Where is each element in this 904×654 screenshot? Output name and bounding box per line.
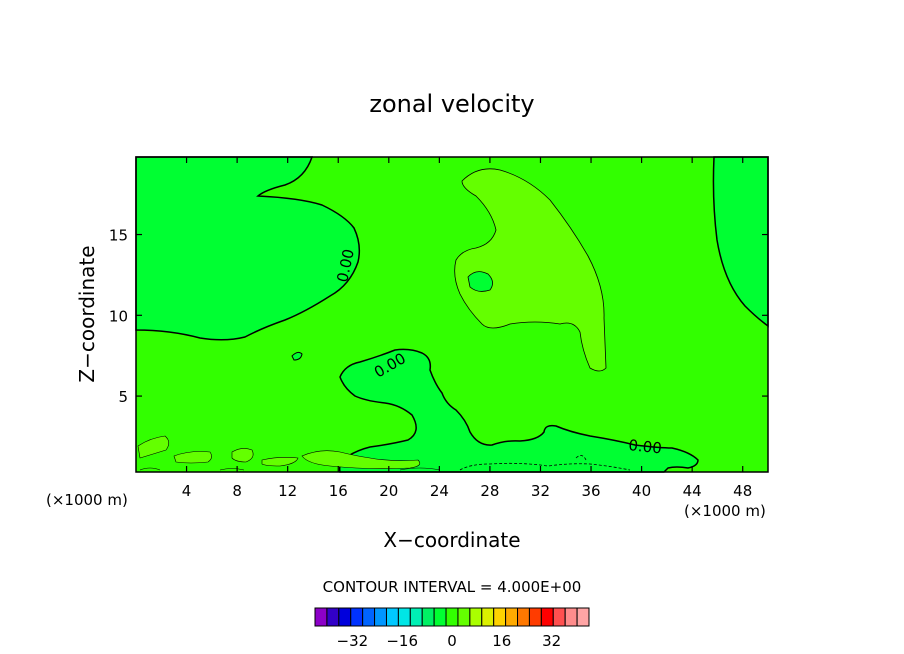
contour-region-upper-positive bbox=[454, 168, 607, 372]
colorbar-swatch-5 bbox=[374, 607, 387, 627]
surface-patch-1 bbox=[137, 435, 170, 459]
x-tick-label-6: 28 bbox=[480, 482, 499, 500]
surface-patch-2 bbox=[173, 451, 212, 464]
colorbar-swatch-10 bbox=[433, 607, 447, 627]
colorbar-swatch-16 bbox=[505, 607, 519, 627]
colorbar-swatch-7 bbox=[397, 607, 411, 627]
colorbar-swatch-14 bbox=[481, 607, 495, 627]
x-tick-label-5: 24 bbox=[430, 482, 449, 500]
colorbar-swatch-19 bbox=[540, 607, 554, 627]
colorbar-tick-label-2: 0 bbox=[447, 632, 457, 650]
contour-region-right-edge bbox=[712, 156, 769, 328]
y-tick-label-0: 5 bbox=[118, 388, 128, 406]
x-tick-label-9: 40 bbox=[632, 482, 651, 500]
colorbar-tick-label-4: 32 bbox=[542, 632, 561, 650]
contour-region-lower-middle bbox=[338, 348, 699, 473]
colorbar-swatch-3 bbox=[350, 607, 364, 627]
x-tick-label-11: 48 bbox=[733, 482, 752, 500]
colorbar-swatch-12 bbox=[457, 607, 471, 627]
surface-patch-6 bbox=[139, 467, 441, 471]
x-unit-left: (×1000 m) bbox=[46, 491, 128, 509]
y-axis: 5 10 15 bbox=[109, 227, 768, 406]
y-axis-label: Z−coordinate bbox=[75, 245, 99, 382]
colorbar-swatch-15 bbox=[493, 607, 507, 627]
x-tick-label-1: 8 bbox=[232, 482, 242, 500]
colorbar-swatch-9 bbox=[421, 607, 435, 627]
colorbar bbox=[314, 607, 590, 627]
y-tick-label-1: 10 bbox=[109, 307, 128, 325]
x-axis: 4 8 12 16 20 24 28 32 36 40 44 48 bbox=[182, 157, 752, 500]
colorbar-tick-label-1: −16 bbox=[386, 632, 418, 650]
contour-region-upper-left bbox=[135, 156, 361, 341]
colorbar-swatch-0 bbox=[314, 607, 328, 627]
x-axis-label: X−coordinate bbox=[383, 528, 520, 552]
colorbar-swatch-20 bbox=[552, 607, 566, 627]
colorbar-swatch-17 bbox=[517, 607, 530, 627]
plot-area: 0.00 0.00 0.00 bbox=[135, 156, 769, 473]
plot-frame bbox=[135, 156, 769, 473]
x-tick-label-0: 4 bbox=[182, 482, 192, 500]
contour-closed-small bbox=[467, 271, 493, 292]
surface-patch-5 bbox=[301, 450, 421, 469]
colorbar-swatch-6 bbox=[385, 607, 399, 627]
contour-interval-text: CONTOUR INTERVAL = 4.000E+00 bbox=[323, 578, 582, 596]
y-tick-label-2: 15 bbox=[109, 227, 128, 245]
colorbar-swatch-22 bbox=[576, 607, 590, 627]
x-tick-label-2: 12 bbox=[278, 482, 297, 500]
contour-label-3: 0.00 bbox=[628, 436, 663, 457]
colorbar-swatch-21 bbox=[564, 607, 578, 627]
x-unit-right: (×1000 m) bbox=[684, 502, 766, 520]
surface-patch-3 bbox=[231, 448, 254, 463]
colorbar-ticks: −32 −16 0 16 32 bbox=[337, 632, 562, 650]
colorbar-swatch-18 bbox=[528, 607, 542, 627]
colorbar-swatch-1 bbox=[326, 607, 340, 627]
colorbar-swatch-11 bbox=[445, 607, 459, 627]
x-tick-label-3: 16 bbox=[329, 482, 348, 500]
chart-title: zonal velocity bbox=[369, 90, 534, 118]
x-tick-label-10: 44 bbox=[683, 482, 702, 500]
colorbar-swatch-2 bbox=[338, 607, 352, 627]
surface-dashed-contour bbox=[459, 455, 631, 471]
colorbar-swatch-4 bbox=[362, 607, 376, 627]
contour-tiny bbox=[291, 351, 303, 361]
colorbar-swatch-13 bbox=[469, 607, 483, 627]
colorbar-swatch-8 bbox=[409, 607, 423, 627]
x-tick-label-4: 20 bbox=[379, 482, 398, 500]
x-tick-label-8: 36 bbox=[581, 482, 600, 500]
x-tick-label-7: 32 bbox=[531, 482, 550, 500]
surface-patch-4 bbox=[261, 457, 299, 467]
colorbar-tick-label-3: 16 bbox=[492, 632, 511, 650]
colorbar-tick-label-0: −32 bbox=[337, 632, 369, 650]
